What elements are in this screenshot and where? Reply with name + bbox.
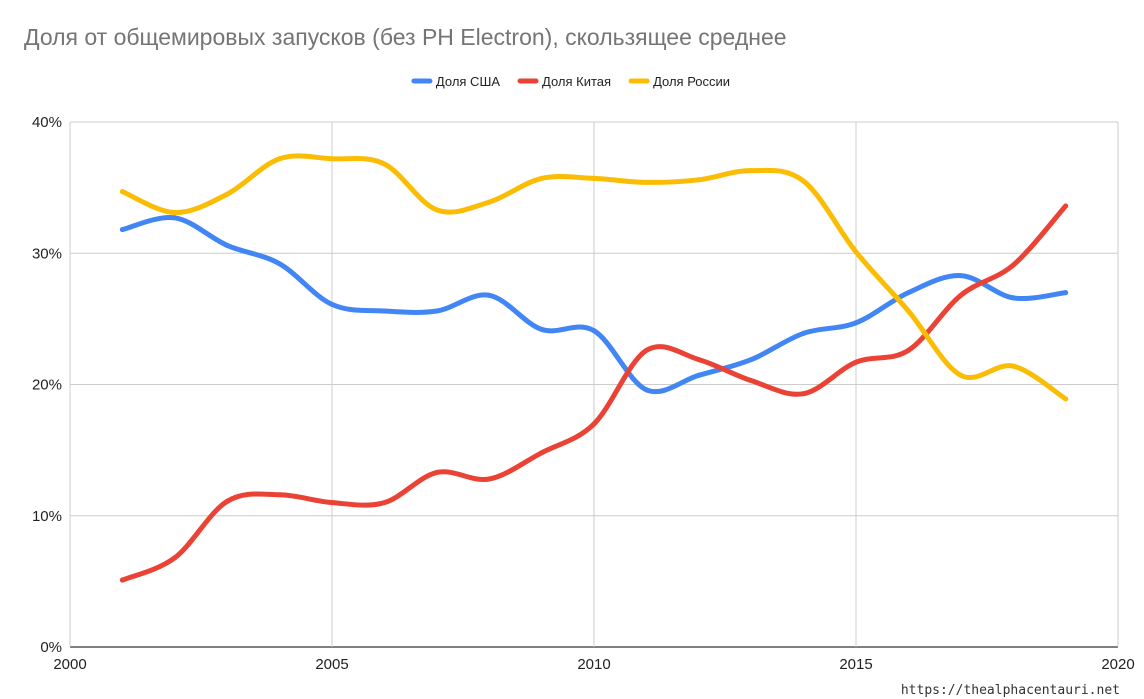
data-point bbox=[434, 308, 440, 314]
x-tick-label: 2020 bbox=[1101, 656, 1134, 673]
data-point bbox=[748, 378, 754, 384]
data-point bbox=[1063, 396, 1069, 402]
data-point bbox=[381, 500, 387, 506]
data-point bbox=[591, 421, 597, 427]
data-point bbox=[958, 372, 964, 378]
data-point bbox=[643, 387, 649, 393]
data-point bbox=[329, 500, 335, 506]
data-point bbox=[801, 330, 807, 336]
data-point bbox=[172, 215, 178, 221]
legend-label: Доля Китая bbox=[542, 74, 611, 89]
data-point bbox=[172, 210, 178, 216]
data-point bbox=[696, 177, 702, 183]
data-point bbox=[434, 469, 440, 475]
x-tick-label: 2005 bbox=[315, 656, 348, 673]
data-point bbox=[748, 168, 754, 174]
data-point bbox=[748, 357, 754, 363]
data-point bbox=[224, 191, 230, 197]
data-point bbox=[119, 577, 125, 583]
legend: Доля США Доля Китая Доля России bbox=[411, 74, 730, 89]
data-point bbox=[434, 207, 440, 213]
data-point bbox=[853, 359, 859, 365]
y-tick-label: 0% bbox=[40, 639, 62, 656]
data-point bbox=[381, 308, 387, 314]
data-point bbox=[905, 308, 911, 314]
data-point bbox=[1063, 290, 1069, 296]
grid-lines bbox=[69, 121, 1119, 648]
x-axis-ticks: 2000 2005 2010 2015 2020 bbox=[53, 656, 1134, 673]
data-points bbox=[119, 156, 1069, 583]
credit-text: https://thealphacentauri.net bbox=[901, 683, 1120, 698]
data-point bbox=[696, 357, 702, 363]
y-tick-label: 10% bbox=[32, 508, 62, 525]
y-tick-label: 40% bbox=[32, 114, 62, 131]
legend-label: Доля США bbox=[436, 74, 500, 89]
chart-title: Доля от общемировых запусков (без РН Ele… bbox=[24, 24, 787, 50]
x-tick-label: 2015 bbox=[839, 656, 872, 673]
data-point bbox=[853, 320, 859, 326]
data-point bbox=[381, 161, 387, 167]
data-point bbox=[486, 199, 492, 205]
y-axis-ticks: 0% 10% 20% 30% 40% bbox=[32, 114, 62, 656]
data-point bbox=[853, 249, 859, 255]
data-point bbox=[905, 290, 911, 296]
data-point bbox=[643, 179, 649, 185]
data-point bbox=[224, 498, 230, 504]
data-point bbox=[119, 227, 125, 233]
data-point bbox=[801, 178, 807, 184]
y-tick-label: 30% bbox=[32, 245, 62, 262]
data-point bbox=[329, 301, 335, 307]
data-point bbox=[329, 156, 335, 162]
y-tick-label: 20% bbox=[32, 377, 62, 394]
data-point bbox=[119, 189, 125, 195]
data-point bbox=[172, 555, 178, 561]
data-point bbox=[905, 347, 911, 353]
data-point bbox=[696, 372, 702, 378]
data-point bbox=[224, 242, 230, 248]
data-point bbox=[801, 391, 807, 397]
data-point bbox=[539, 326, 545, 332]
data-point bbox=[277, 492, 283, 498]
data-point bbox=[958, 273, 964, 279]
data-point bbox=[1010, 295, 1016, 301]
data-point bbox=[486, 476, 492, 482]
data-point bbox=[591, 175, 597, 181]
data-point bbox=[486, 292, 492, 298]
data-point bbox=[1010, 262, 1016, 268]
data-point bbox=[591, 328, 597, 334]
data-point bbox=[643, 347, 649, 353]
data-point bbox=[539, 175, 545, 181]
data-point bbox=[958, 292, 964, 298]
data-point bbox=[277, 261, 283, 267]
data-point bbox=[539, 450, 545, 456]
x-tick-label: 2000 bbox=[53, 656, 86, 673]
data-point bbox=[277, 156, 283, 162]
data-point bbox=[1063, 203, 1069, 209]
data-point bbox=[1010, 363, 1016, 369]
legend-label: Доля России bbox=[653, 74, 730, 89]
x-tick-label: 2010 bbox=[577, 656, 610, 673]
